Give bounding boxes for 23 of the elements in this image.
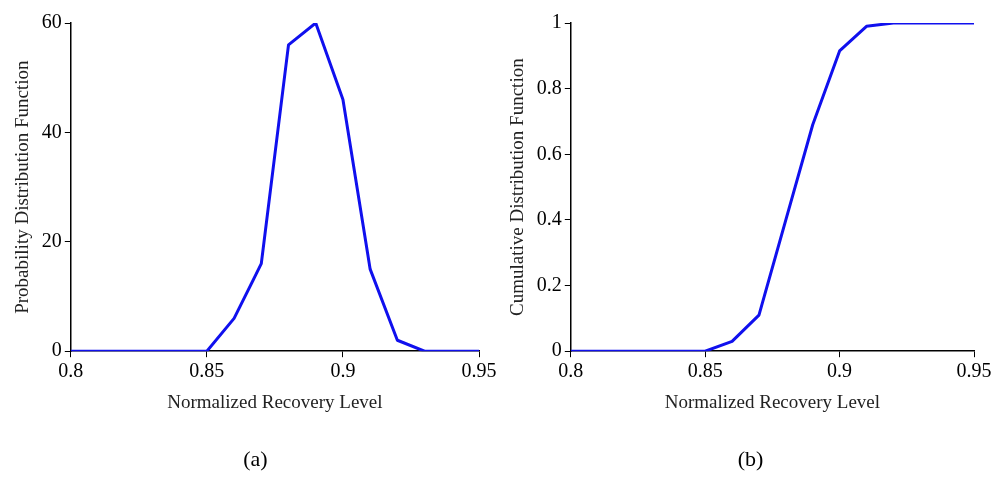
y-tick-label: 60 [41,10,62,33]
x-tick-label: 0.85 [189,359,225,382]
y-tick-label: 1 [551,10,562,33]
x-tick-label: 0.85 [687,359,723,382]
x-tick-label: 0.95 [956,359,992,382]
y-axis-title: Cumulative Distribution Function [506,57,528,316]
y-tick-label: 0.6 [536,141,562,164]
x-axis-title: Normalized Recovery Level [167,390,383,412]
x-tick-label: 0.8 [58,359,84,382]
y-tick-label: 0.4 [536,207,562,230]
x-tick-label: 0.95 [461,359,497,382]
x-axis-title: Normalized Recovery Level [664,390,881,412]
y-tick-label: 0.2 [536,272,562,295]
y-tick-label: 0.8 [536,75,562,98]
x-tick-label: 0.9 [330,359,356,382]
y-tick-label: 0 [551,338,562,361]
y-tick-label: 20 [41,229,62,252]
y-tick-label: 0 [51,338,62,361]
y-axis-title: Probability Distribution Function [11,59,33,314]
text: (a) [243,446,268,472]
y-tick-label: 40 [41,119,62,142]
x-tick-label: 0.9 [827,359,853,382]
text: (b) [737,446,764,472]
